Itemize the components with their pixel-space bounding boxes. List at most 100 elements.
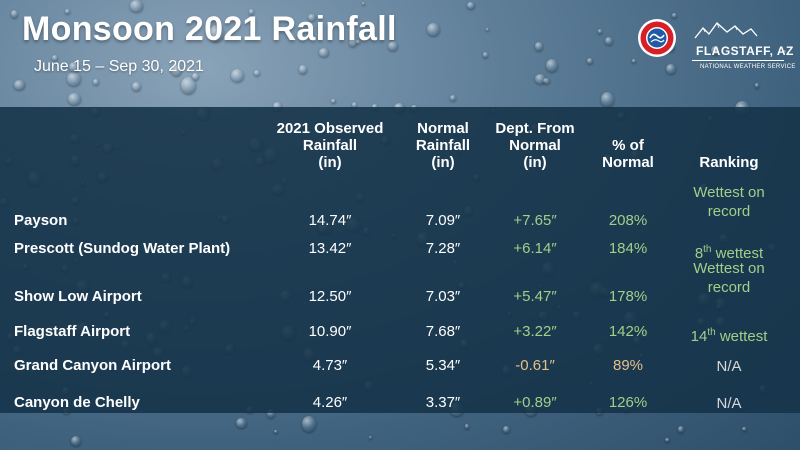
cell-ranking: N/A <box>674 357 784 376</box>
raindrop <box>741 426 747 432</box>
row-location: Flagstaff Airport <box>14 323 131 340</box>
raindrop <box>266 409 276 419</box>
raindrop <box>355 39 361 44</box>
cell-ranking: Wettest on record <box>674 183 784 221</box>
raindrop <box>362 1 366 5</box>
cell-ranking: 14th wettest <box>674 323 784 346</box>
raindrop <box>464 424 470 430</box>
raindrop <box>236 417 247 428</box>
raindrop <box>546 58 559 72</box>
cell-normal: 7.28″ <box>425 240 461 257</box>
row-location: Canyon de Chelly <box>14 394 140 411</box>
raindrop <box>273 430 278 434</box>
raindrop <box>503 425 510 433</box>
raindrop <box>272 101 282 111</box>
raindrop <box>308 14 316 22</box>
raindrop <box>586 58 594 64</box>
ranking-line: N/A <box>716 395 742 412</box>
cell-percent: 126% <box>608 394 648 411</box>
page-title: Monsoon 2021 Rainfall <box>22 10 397 48</box>
cell-departure: +5.47″ <box>513 288 557 305</box>
raindrop <box>65 30 70 35</box>
ranking-line: record <box>707 203 751 220</box>
cell-observed: 4.26″ <box>312 394 348 411</box>
ranking-line: 8th wettest <box>694 244 764 262</box>
raindrop <box>92 78 100 85</box>
cell-departure: -0.61″ <box>515 357 555 374</box>
raindrop <box>11 10 18 18</box>
header-normal: Normal Rainfall (in) <box>415 120 471 171</box>
raindrop <box>68 92 81 105</box>
cell-ranking: 8th wettest <box>674 240 784 263</box>
cell-normal: 7.03″ <box>425 288 461 305</box>
raindrop <box>248 9 255 15</box>
raindrop <box>209 25 224 43</box>
raindrop <box>368 435 373 440</box>
raindrop <box>130 0 143 12</box>
row-location: Prescott (Sundog Water Plant) <box>14 240 231 257</box>
raindrop <box>67 71 81 86</box>
raindrop <box>600 91 614 107</box>
raindrop <box>348 37 357 48</box>
cell-departure: +0.89″ <box>513 394 557 411</box>
logo-office-name: FLAGSTAFF, AZ <box>696 44 794 58</box>
cell-percent: 142% <box>608 323 648 340</box>
cell-observed: 14.74″ <box>308 212 352 229</box>
row-location: Grand Canyon Airport <box>14 357 171 374</box>
ranking-line: Wettest on <box>693 184 765 201</box>
cell-departure: +6.14″ <box>513 240 557 257</box>
raindrop <box>253 70 260 77</box>
date-range: June 15 – Sep 30, 2021 <box>34 58 204 75</box>
raindrop <box>318 47 330 58</box>
raindrop <box>331 98 336 104</box>
cell-percent: 184% <box>608 240 648 257</box>
header-ranking: Ranking <box>699 154 759 171</box>
ranking-line: record <box>707 279 751 296</box>
raindrop <box>352 102 358 109</box>
raindrop <box>52 54 59 61</box>
raindrop <box>711 46 720 55</box>
header-observed: 2021 Observed Rainfall (in) <box>276 120 384 171</box>
ranking-line: Wettest on <box>693 260 765 277</box>
raindrop <box>388 40 399 52</box>
raindrop <box>230 68 244 83</box>
raindrop <box>302 416 316 432</box>
cell-observed: 12.50″ <box>308 288 352 305</box>
raindrop <box>486 27 490 31</box>
raindrop <box>666 64 676 75</box>
raindrop <box>14 80 26 90</box>
raindrop <box>783 50 787 55</box>
raindrop <box>191 73 199 80</box>
cell-ranking: N/A <box>674 394 784 413</box>
raindrop <box>598 29 603 34</box>
cell-percent: 178% <box>608 288 648 305</box>
raindrop <box>672 12 677 18</box>
raindrop <box>132 81 141 92</box>
raindrop <box>449 94 456 101</box>
raindrop <box>631 59 637 63</box>
cell-observed: 10.90″ <box>308 323 352 340</box>
logo-divider <box>692 60 784 61</box>
raindrop <box>68 62 80 73</box>
raindrop <box>70 435 81 446</box>
cell-normal: 7.68″ <box>425 323 461 340</box>
raindrop <box>542 77 550 85</box>
raindrop <box>298 65 308 74</box>
ranking-line: N/A <box>716 358 742 375</box>
cell-observed: 4.73″ <box>312 357 348 374</box>
cell-ranking: Wettest on record <box>674 259 784 297</box>
raindrop <box>482 52 489 59</box>
rainfall-table: 2021 Observed Rainfall (in) Normal Rainfall… <box>0 107 800 413</box>
header-percent: % of Normal <box>602 137 654 171</box>
raindrop <box>64 9 70 14</box>
raindrop <box>664 437 670 442</box>
row-location: Payson <box>14 212 68 229</box>
row-location: Show Low Airport <box>14 288 142 305</box>
cell-normal: 5.34″ <box>425 357 461 374</box>
raindrop <box>180 77 196 94</box>
raindrop <box>534 41 544 51</box>
raindrop <box>604 36 614 46</box>
cell-percent: 89% <box>612 357 644 374</box>
raindrop <box>171 64 183 77</box>
